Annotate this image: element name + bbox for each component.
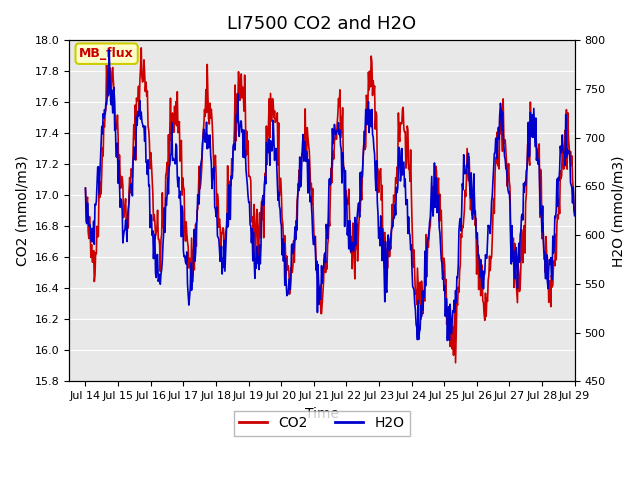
H2O (90, 241, 98, 247)
Y-axis label: H2O (mmol/m3): H2O (mmol/m3) (611, 155, 625, 266)
H2O (82, 185, 90, 191)
CO2 (452, 360, 460, 366)
CO2 (404, 128, 412, 133)
H2O (444, 337, 451, 343)
X-axis label: Time: Time (305, 407, 339, 420)
H2O (571, 213, 579, 218)
CO2 (217, 249, 225, 254)
CO2 (141, 89, 149, 95)
Title: LI7500 CO2 and H2O: LI7500 CO2 and H2O (227, 15, 417, 33)
CO2 (390, 192, 397, 198)
Legend: CO2, H2O: CO2, H2O (234, 411, 410, 436)
H2O (390, 214, 397, 220)
CO2 (82, 185, 90, 191)
CO2 (571, 207, 579, 213)
H2O (191, 258, 199, 264)
Text: MB_flux: MB_flux (79, 47, 134, 60)
CO2 (90, 279, 98, 285)
H2O (404, 230, 412, 236)
CO2 (138, 45, 145, 51)
H2O (217, 253, 225, 259)
Line: H2O: H2O (86, 50, 575, 340)
H2O (106, 47, 113, 53)
CO2 (191, 234, 199, 240)
Line: CO2: CO2 (86, 48, 575, 363)
Y-axis label: CO2 (mmol/m3): CO2 (mmol/m3) (15, 156, 29, 266)
H2O (141, 123, 149, 129)
